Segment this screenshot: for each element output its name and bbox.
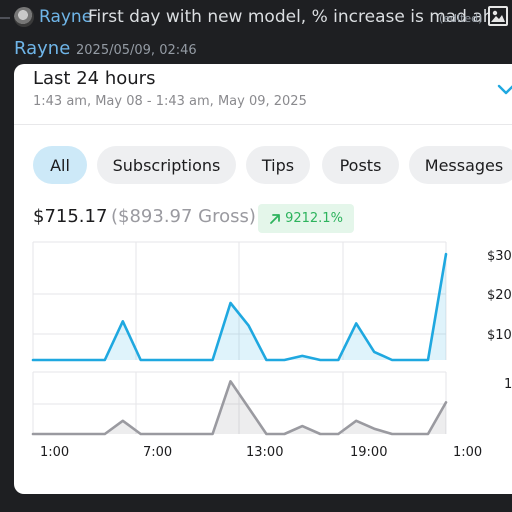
reply-text[interactable]: First day with new model, % increase is …: [88, 7, 504, 27]
x-tick-label: 19:00: [350, 445, 387, 460]
filter-messages-label: Messages: [424, 155, 504, 175]
reply-spine: [0, 17, 10, 19]
divider: [14, 124, 512, 125]
card-title: Last 24 hours: [33, 68, 156, 89]
x-tick-label: 1:00: [453, 445, 482, 460]
earnings-card: Last 24 hours 1:43 am, May 08 - 1:43 am,…: [14, 64, 512, 494]
reply-avatar[interactable]: [14, 7, 34, 27]
series-line: [31, 252, 448, 362]
message-timestamp: 2025/05/09, 02:46: [76, 43, 197, 58]
change-badge: 9212.1%: [258, 204, 354, 233]
image-icon[interactable]: [488, 6, 508, 26]
arrow-up-right-icon: [270, 213, 280, 224]
reply-reference[interactable]: Rayne First day with new model, % increa…: [0, 0, 512, 36]
series-line: [31, 380, 448, 436]
filter-tips-label: Tips: [261, 155, 295, 175]
filter-subscriptions[interactable]: Subscriptions: [97, 146, 236, 184]
chevron-down-icon[interactable]: [496, 82, 512, 96]
filter-all-label: All: [50, 155, 70, 175]
change-value: 9212.1%: [285, 211, 343, 226]
y-tick-label: $20: [487, 288, 512, 303]
y-tick-label: 1: [504, 377, 512, 392]
gross-earnings: ($893.97 Gross): [111, 206, 256, 227]
filter-messages[interactable]: Messages: [409, 146, 512, 184]
message-author[interactable]: Rayne: [14, 38, 71, 59]
filter-all[interactable]: All: [33, 146, 87, 184]
series-area: [33, 381, 446, 434]
y-tick-label: $30: [487, 249, 512, 264]
x-tick-label: 13:00: [246, 445, 283, 460]
edited-label: (edited): [439, 12, 483, 25]
filter-posts[interactable]: Posts: [322, 146, 399, 184]
date-range: 1:43 am, May 08 - 1:43 am, May 09, 2025: [33, 94, 307, 109]
filter-posts-label: Posts: [339, 155, 382, 175]
reply-author[interactable]: Rayne: [39, 7, 93, 27]
earnings-charts: $10 $20 $30 1 1:00 7:00 13:00 19:00 1:00: [31, 241, 512, 460]
series-area: [33, 254, 446, 360]
filter-tips[interactable]: Tips: [246, 146, 310, 184]
x-tick-label: 7:00: [143, 445, 172, 460]
x-tick-label: 1:00: [40, 445, 69, 460]
filter-subscriptions-label: Subscriptions: [112, 155, 221, 175]
y-tick-label: $10: [487, 328, 512, 343]
net-earnings: $715.17: [33, 206, 108, 227]
